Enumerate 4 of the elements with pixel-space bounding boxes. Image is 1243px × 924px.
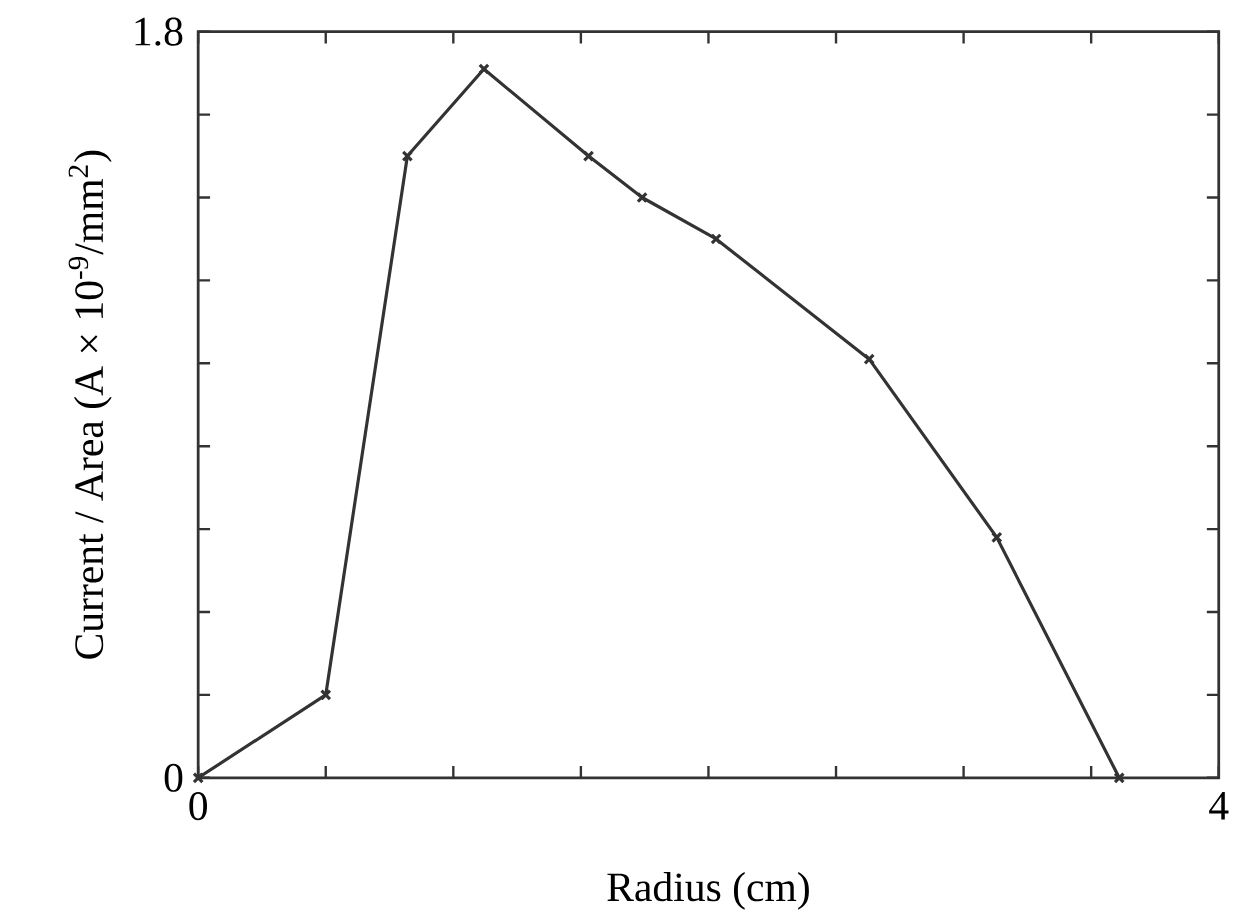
x-tick-label: 4 [1209,792,1229,820]
y-axis-title: Current / Area (A × 10$^{-9}$/mm$^{2}$) [68,150,112,659]
x-axis-title: Radius (cm) [607,872,809,910]
y-tick-label: 1.8 [135,17,183,46]
